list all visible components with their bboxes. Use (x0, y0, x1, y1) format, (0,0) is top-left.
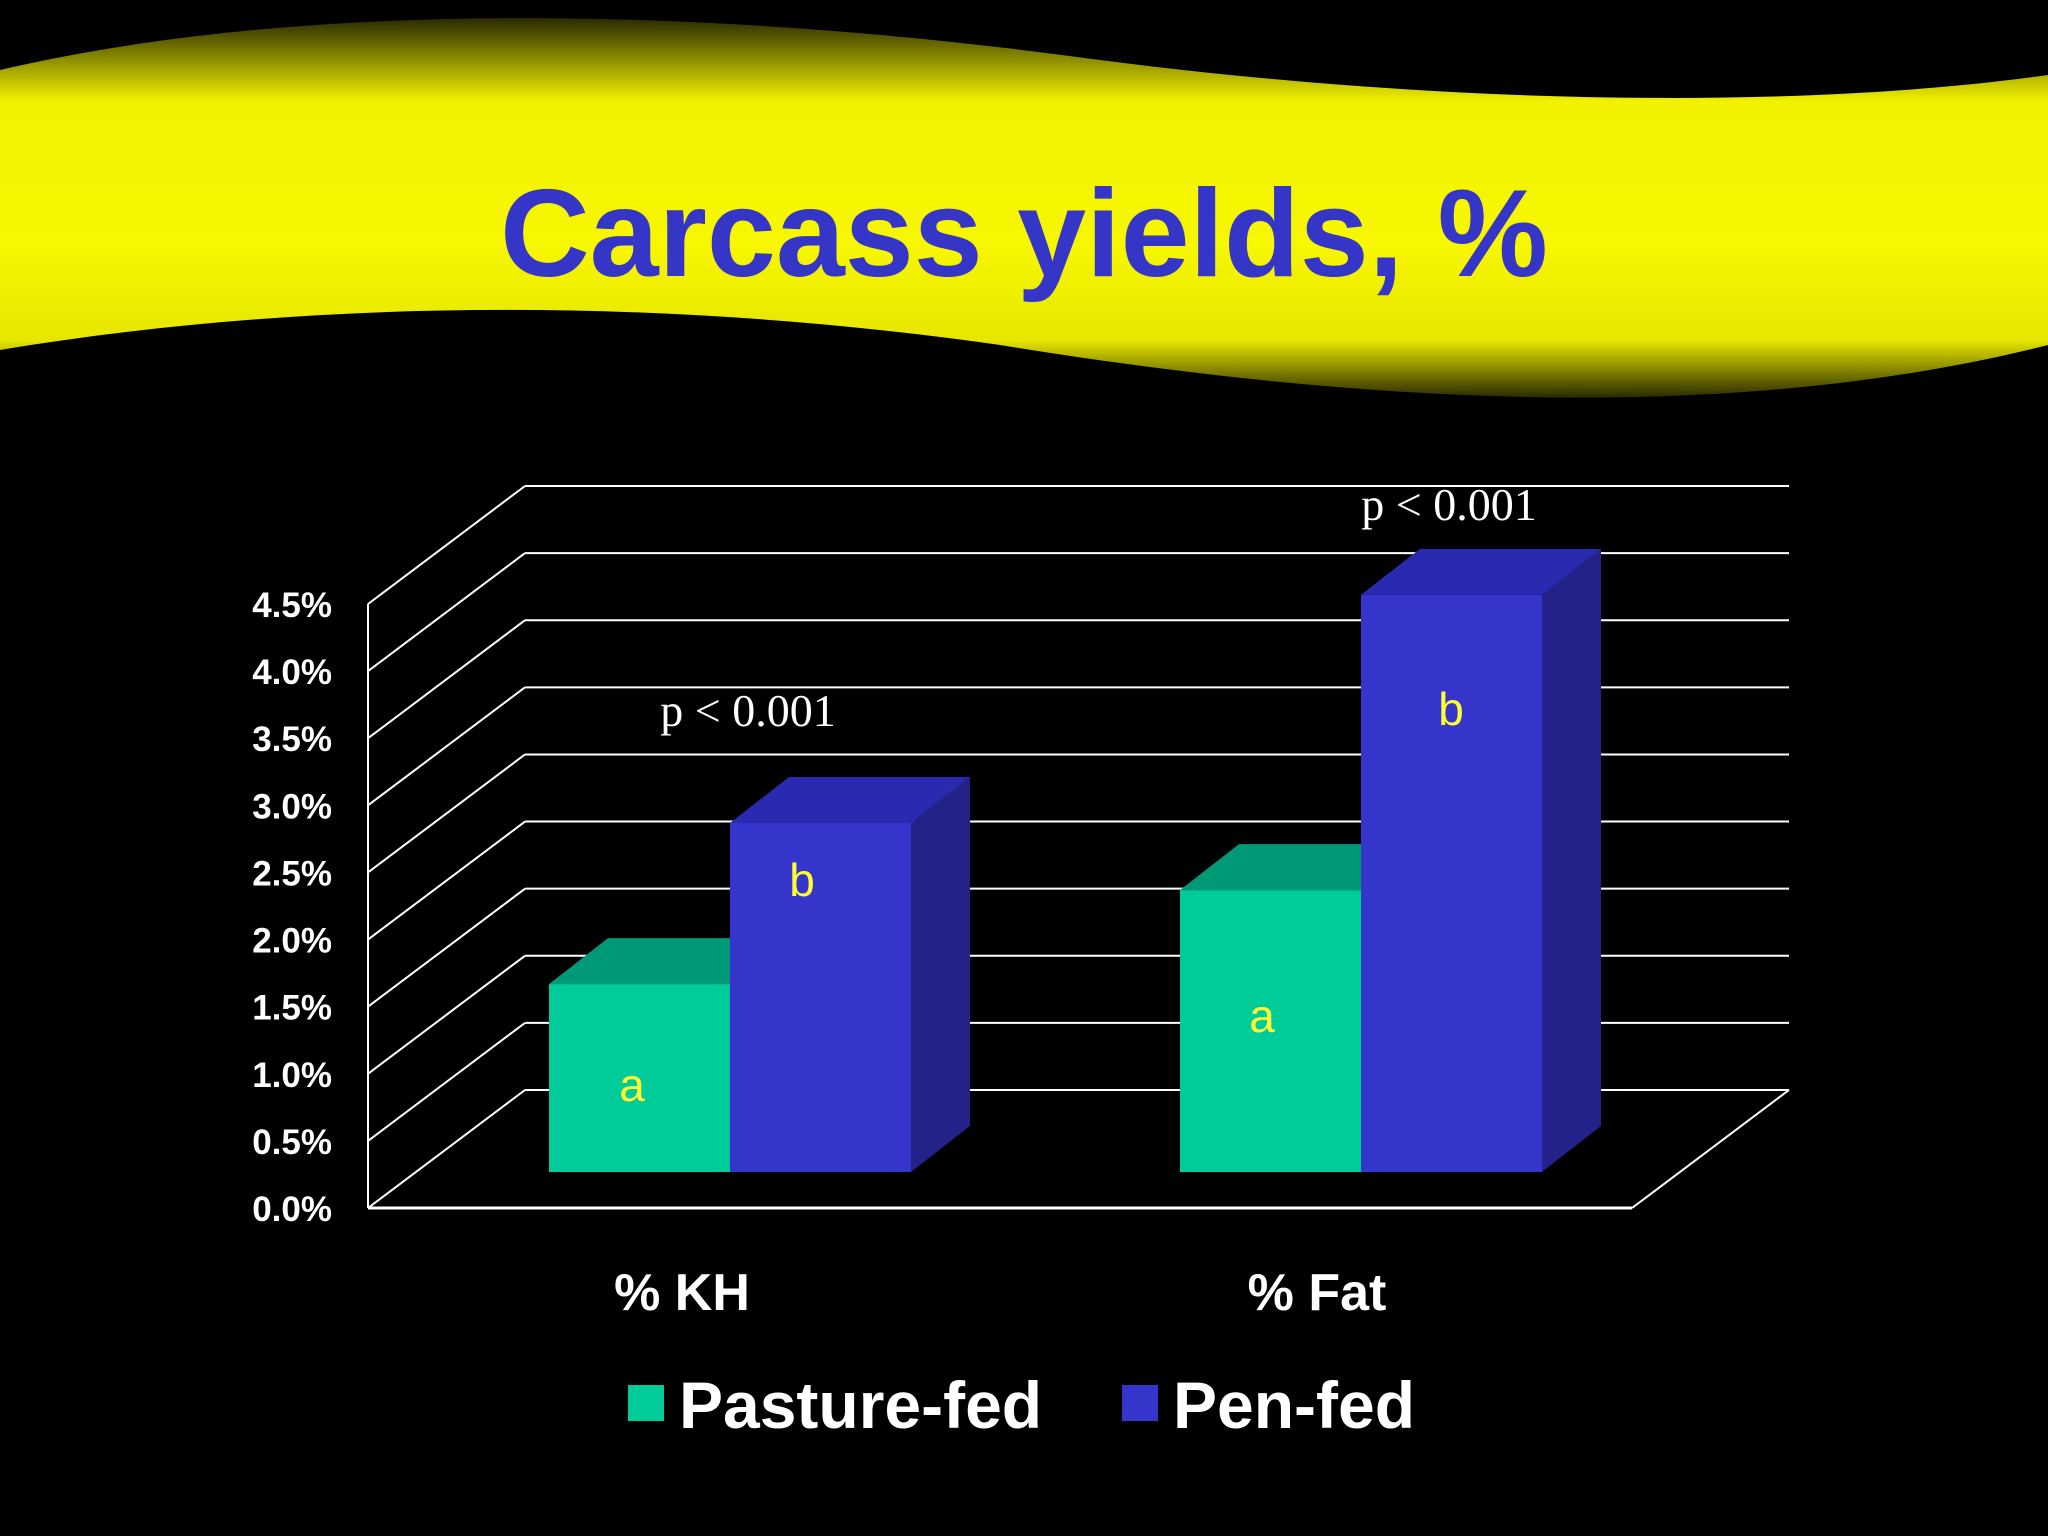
y-tick-label: 3.5% (252, 720, 332, 759)
legend-swatch-pasture-fed (628, 1385, 664, 1421)
grid-side-line (367, 954, 526, 1075)
grid-side-line (367, 1089, 526, 1209)
y-tick-label: 4.0% (252, 653, 332, 692)
y-axis-ticks: 0.0% 0.5% 1.0% 1.5% 2.0% 2.5% 3.0% 3.5% 4.0% 4.5% (252, 586, 332, 1229)
x-axis-categories: % KH % Fat (614, 1264, 1386, 1322)
grid-side-line (367, 485, 526, 605)
y-tick-label: 2.5% (252, 854, 332, 893)
title-banner (0, 18, 2048, 398)
bar-top-face (549, 938, 789, 985)
bar-top-face (1361, 548, 1601, 595)
grid-side-line (367, 619, 526, 740)
grid-side-line (367, 753, 526, 874)
x-category-label: % KH (614, 1264, 750, 1322)
y-tick-label: 3.0% (252, 787, 332, 826)
p-value-annotation: p < 0.001 (660, 685, 835, 736)
bar-letter: b (789, 854, 815, 906)
y-tick-label: 0.0% (252, 1190, 332, 1229)
y-tick-label: 2.0% (252, 922, 332, 961)
x-category-label: % Fat (1248, 1264, 1387, 1322)
bar-front-face (1361, 594, 1542, 1172)
bar-letter: a (619, 1059, 645, 1111)
chart-legend: Pasture-fed Pen-fed (628, 1368, 1415, 1442)
p-value-annotation: p < 0.001 (1361, 479, 1536, 530)
bar-front-face (730, 823, 911, 1172)
chart-annotations: p < 0.001 p < 0.001 (660, 479, 1536, 736)
bar-top-face (730, 777, 970, 824)
chart-bars: a b a b (549, 548, 1601, 1172)
grid-side-line (367, 552, 526, 672)
bar-pen-fed-1 (730, 777, 970, 1172)
legend-label: Pasture-fed (679, 1368, 1042, 1442)
bar-pen-fed-2 (1361, 548, 1601, 1172)
grid-side-line (367, 686, 526, 807)
y-tick-label: 4.5% (252, 586, 332, 625)
grid-side-line (367, 1022, 526, 1142)
bar-front-face (1180, 890, 1361, 1172)
bar-top-face (1180, 844, 1420, 891)
legend-label: Pen-fed (1173, 1368, 1415, 1442)
bar-side-face (1542, 548, 1601, 1172)
bar-side-face (911, 777, 970, 1172)
bar-front-face (549, 984, 730, 1172)
y-tick-label: 0.5% (252, 1123, 332, 1162)
bar-letter: a (1249, 990, 1275, 1042)
grid-side-line (367, 820, 526, 941)
bar-letter: b (1438, 683, 1464, 735)
slide-title: Carcass yields, % (500, 165, 1548, 303)
legend-swatch-pen-fed (1122, 1385, 1158, 1421)
floor-right-edge (1631, 1089, 1790, 1209)
y-tick-label: 1.5% (252, 989, 332, 1028)
grid-side-line (367, 887, 526, 1008)
y-tick-label: 1.0% (252, 1056, 332, 1095)
